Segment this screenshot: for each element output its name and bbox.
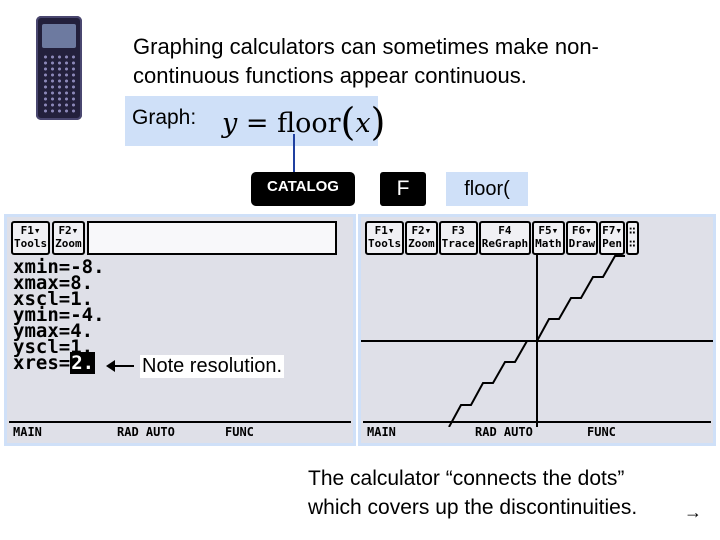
status-angle: RAD AUTO [117, 425, 175, 439]
tab-more[interactable]: ∷ ∷ [625, 221, 639, 255]
status-graph: FUNC [587, 425, 616, 439]
calculator-screen [42, 24, 76, 48]
note-arrow-line [112, 365, 134, 367]
tab-f6-draw[interactable]: F6▾ Draw [565, 221, 599, 255]
graph-instruction-box [125, 96, 378, 146]
tab-label: Zoom [408, 237, 435, 250]
floor-graph [361, 255, 713, 427]
var-yscl[interactable]: yscl=1. [13, 336, 94, 358]
window-editor-screen: F1▾ Tools F2▾ Zoom xmin=-8. xmax=8. xscl… [4, 214, 356, 446]
graph-toolbar: F1▾ Tools F2▾ Zoom F3 Trace F4 ReGraph F5▾ Ma… [365, 221, 639, 255]
tab-f1-tools[interactable]: F1▾ Tools [365, 221, 405, 255]
status-mode: MAIN [367, 425, 396, 439]
tab-f2-zoom[interactable]: F2▾ Zoom [405, 221, 438, 255]
formula-close-paren: ) [370, 100, 386, 144]
tab-key: F4 [498, 224, 512, 237]
note-arrow-icon [106, 360, 115, 372]
tab-f3-trace[interactable]: F3 Trace [438, 221, 478, 255]
tab-label: Tools [368, 237, 402, 250]
status-angle: RAD AUTO [475, 425, 533, 439]
catalog-key[interactable]: CATALOG [251, 172, 355, 206]
tab-f2-zoom[interactable]: F2▾ Zoom [52, 221, 85, 255]
status-bar: MAIN RAD AUTO FUNC [363, 421, 711, 441]
floor-entry: floor( [446, 172, 528, 206]
formula-open-paren: ( [340, 100, 356, 144]
note-resolution: Note resolution. [140, 355, 285, 378]
xres-value[interactable]: 2. [70, 352, 96, 374]
window-variables: xmin=-8. xmax=8. xscl=1. ymin=-4. ymax=4… [13, 256, 105, 374]
tab-f1-tools[interactable]: F1▾ Tools [11, 221, 51, 255]
formula-arg: x [355, 108, 371, 139]
tab-label: Zoom [55, 237, 82, 250]
tab-f4-regraph[interactable]: F4 ReGraph [478, 221, 532, 255]
status-bar: MAIN RAD AUTO FUNC [9, 421, 351, 441]
tab-key: ∷ [628, 224, 636, 237]
tab-key: F1▾ [374, 224, 395, 237]
var-xscl[interactable]: xscl=1. [13, 288, 94, 310]
caption-line-1: The calculator “connects the dots” [308, 467, 625, 490]
var-ymin[interactable]: ymin=-4. [13, 304, 105, 326]
status-mode: MAIN [13, 425, 42, 439]
tab-label: Draw [568, 237, 596, 250]
calculator-image [36, 16, 82, 120]
var-xmax[interactable]: xmax=8. [13, 272, 94, 294]
tab-f7-pen[interactable]: F7▾ Pen [599, 221, 625, 255]
floor-function-line [448, 255, 625, 427]
tab-label: Math [535, 237, 562, 250]
next-arrow-icon[interactable]: → [684, 502, 702, 522]
tab-key: F5▾ [538, 224, 559, 237]
calculator-keypad [42, 54, 76, 114]
tab-label: ReGraph [481, 237, 529, 250]
f-key[interactable]: F [380, 172, 426, 206]
formula-lhs: y [222, 108, 238, 139]
formula-equals: = [245, 108, 269, 139]
var-xres[interactable]: xres=2. [13, 352, 105, 374]
var-xmin[interactable]: xmin=-8. [13, 256, 105, 278]
intro-line-2: continuous functions appear continuous. [133, 63, 527, 88]
tab-key: F7▾ [602, 224, 622, 237]
intro-text: Graphing calculators can sometimes make … [133, 32, 599, 90]
caption: The calculator “connects the dots” which… [308, 464, 637, 522]
var-ymax[interactable]: ymax=4. [13, 320, 94, 342]
toolbar-blank-area [86, 221, 337, 255]
tab-f5-math[interactable]: F5▾ Math [532, 221, 565, 255]
caption-line-2: which covers up the discontinuities. [308, 496, 638, 519]
tab-key: F2▾ [58, 224, 79, 237]
status-graph: FUNC [225, 425, 254, 439]
graph-label: Graph: [132, 106, 197, 129]
graph-screen: F1▾ Tools F2▾ Zoom F3 Trace F4 ReGraph F5▾ Ma… [358, 214, 716, 446]
tab-label: ∷ [628, 237, 636, 250]
formula-function: floor [277, 108, 341, 139]
tab-key: F6▾ [571, 224, 592, 237]
intro-line-1: Graphing calculators can sometimes make … [133, 34, 599, 59]
tab-label: Pen [602, 237, 622, 250]
connector-line [293, 134, 295, 174]
xres-label: xres= [13, 352, 71, 374]
window-toolbar: F1▾ Tools F2▾ Zoom [11, 221, 337, 255]
tab-key: F2▾ [411, 224, 432, 237]
tab-label: Trace [441, 237, 475, 250]
tab-key: F3 [451, 224, 465, 237]
tab-label: Tools [14, 237, 48, 250]
tab-key: F1▾ [20, 224, 41, 237]
floor-formula: y = floor(x) [222, 100, 385, 144]
